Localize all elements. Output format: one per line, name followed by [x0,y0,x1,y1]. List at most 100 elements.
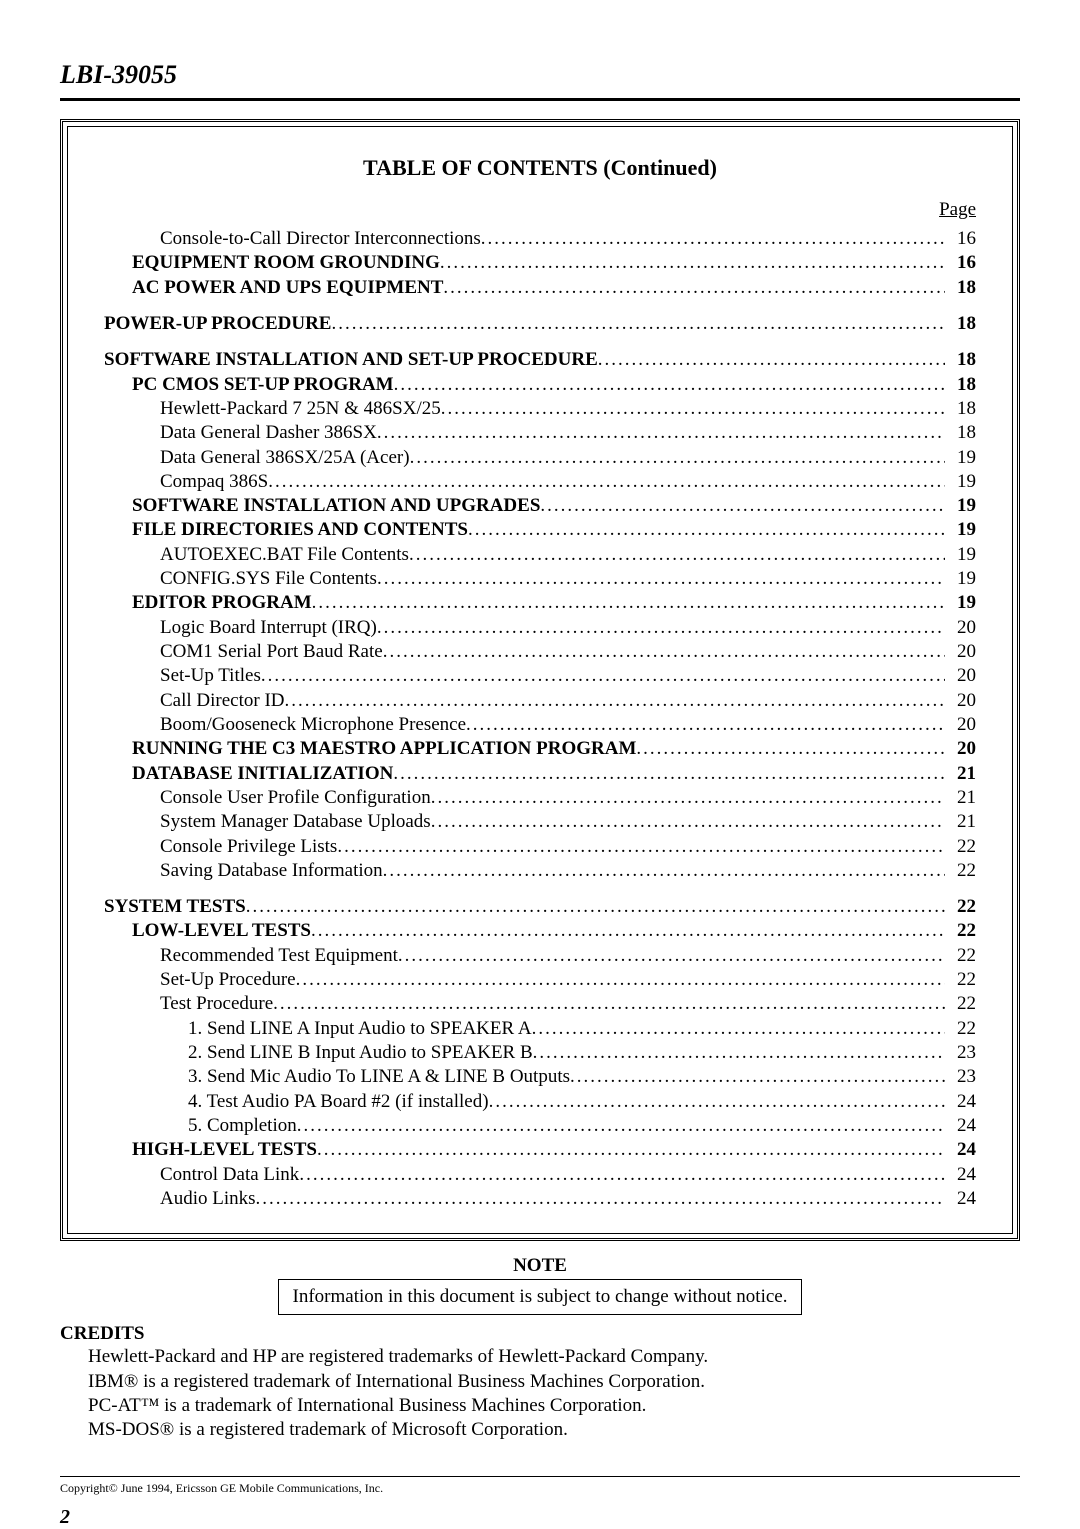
toc-entry: 4. Test Audio PA Board #2 (if installed)… [104,1090,976,1114]
toc-entry-page: 22 [945,835,976,859]
toc-entry: Set-Up Procedure22 [104,968,976,992]
toc-entry: SOFTWARE INSTALLATION AND UPGRADES19 [104,494,976,518]
toc-entry-label: FILE DIRECTORIES AND CONTENTS [132,518,468,542]
toc-entry-page: 20 [945,737,976,761]
toc-entry-label: Recommended Test Equipment [160,944,398,968]
toc-entry-page: 20 [945,616,976,640]
toc-entry: EDITOR PROGRAM 19 [104,591,976,615]
toc-entry-label: Compaq 386S [160,470,268,494]
toc-entry: CONFIG.SYS File Contents19 [104,567,976,591]
toc-leader-dots [540,494,945,518]
copyright-line: Copyright© June 1994, Ericsson GE Mobile… [60,1476,1020,1496]
toc-entry: Data General 386SX/25A (Acer)19 [104,446,976,470]
toc-entry: Set-Up Titles 20 [104,664,976,688]
toc-entry-page: 19 [945,518,976,542]
toc-entry-page: 22 [945,944,976,968]
toc-entry: Data General Dasher 386SX18 [104,421,976,445]
toc-entry-label: PC CMOS SET-UP PROGRAM [132,373,394,397]
toc-entry: 3. Send Mic Audio To LINE A & LINE B Out… [104,1065,976,1089]
toc-entry-label: HIGH-LEVEL TESTS [132,1138,317,1162]
toc-entry-label: System Manager Database Uploads [160,810,431,834]
toc-entry-page: 24 [945,1114,976,1138]
toc-entry-label: EQUIPMENT ROOM GROUNDING [132,251,440,275]
toc-entry: Compaq 386S 19 [104,470,976,494]
toc-entry-label: Set-Up Titles [160,664,261,688]
toc-entry: Hewlett-Packard 7 25N & 486SX/2518 [104,397,976,421]
toc-entry-page: 18 [945,276,976,300]
toc-entry-page: 22 [945,859,976,883]
toc-entry-page: 20 [945,713,976,737]
toc-entry: Console Privilege Lists 22 [104,835,976,859]
toc-entry-page: 19 [945,470,976,494]
toc-entry: COM1 Serial Port Baud Rate20 [104,640,976,664]
toc-entry-page: 18 [945,348,976,372]
toc-entry-page: 23 [945,1065,976,1089]
toc-leader-dots [570,1065,945,1089]
toc-entry-page: 24 [945,1163,976,1187]
toc-entry: EQUIPMENT ROOM GROUNDING16 [104,251,976,275]
toc-entry-page: 24 [945,1138,976,1162]
credits-body: Hewlett-Packard and HP are registered tr… [60,1345,1020,1442]
toc-entry: AC POWER AND UPS EQUIPMENT 18 [104,276,976,300]
toc-leader-dots [431,810,945,834]
toc-entry-label: RUNNING THE C3 MAESTRO APPLICATION PROGR… [132,737,636,761]
toc-entry: DATABASE INITIALIZATION21 [104,762,976,786]
toc-leader-dots [394,373,945,397]
toc-entry-page: 18 [945,421,976,445]
toc-leader-dots [268,470,945,494]
toc-leader-dots [261,664,945,688]
toc-leader-dots [317,1138,945,1162]
toc-entry-page: 16 [945,227,976,251]
toc-entry-page: 19 [945,567,976,591]
toc-entry-label: AC POWER AND UPS EQUIPMENT [132,276,443,300]
toc-entry: SOFTWARE INSTALLATION AND SET-UP PROCEDU… [104,348,976,372]
toc-leader-dots [409,543,945,567]
toc-entry-label: Console Privilege Lists [160,835,337,859]
toc-container-outer: TABLE OF CONTENTS (Continued) Page Conso… [60,119,1020,1241]
toc-entry: Test Procedure 22 [104,992,976,1016]
toc-entry-page: 20 [945,664,976,688]
toc-leader-dots [532,1017,945,1041]
toc-entry: Console-to-Call Director Interconnection… [104,227,976,251]
toc-entry-label: 4. Test Audio PA Board #2 (if installed) [188,1090,489,1114]
toc-entry-label: DATABASE INITIALIZATION [132,762,393,786]
toc-entry: Console User Profile Configuration21 [104,786,976,810]
toc-leader-dots [377,567,945,591]
toc-leader-dots [466,713,945,737]
toc-entry-page: 20 [945,640,976,664]
toc-entry-page: 19 [945,543,976,567]
toc-leader-dots [441,397,945,421]
toc-entry: 1. Send LINE A Input Audio to SPEAKER A2… [104,1017,976,1041]
toc-entry: HIGH-LEVEL TESTS 24 [104,1138,976,1162]
toc-entries-list: Console-to-Call Director Interconnection… [104,227,976,1211]
toc-entry-label: Console-to-Call Director Interconnection… [160,227,481,251]
toc-entry-label: SYSTEM TESTS [104,895,246,919]
toc-entry: Audio Links24 [104,1187,976,1211]
toc-leader-dots [443,276,945,300]
toc-entry: FILE DIRECTORIES AND CONTENTS 19 [104,518,976,542]
credits-line: MS-DOS® is a registered trademark of Mic… [88,1418,1020,1442]
toc-entry-label: AUTOEXEC.BAT File Contents [160,543,409,567]
toc-entry: LOW-LEVEL TESTS22 [104,919,976,943]
toc-entry-label: Test Procedure [160,992,273,1016]
toc-entry-page: 22 [945,895,976,919]
toc-entry-label: Data General 386SX/25A (Acer) [160,446,410,470]
toc-leader-dots [431,786,945,810]
toc-leader-dots [440,251,945,275]
toc-entry-label: SOFTWARE INSTALLATION AND SET-UP PROCEDU… [104,348,598,372]
doc-id-header: LBI-39055 [60,60,1020,101]
toc-entry-label: 5. Completion [188,1114,297,1138]
toc-leader-dots [533,1041,945,1065]
toc-entry-page: 19 [945,591,976,615]
toc-leader-dots [398,944,945,968]
credits-heading: CREDITS [60,1323,1020,1345]
toc-entry-label: EDITOR PROGRAM [132,591,312,615]
toc-entry-page: 22 [945,968,976,992]
toc-entry-label: Call Director ID [160,689,285,713]
toc-leader-dots [331,312,945,336]
toc-entry: AUTOEXEC.BAT File Contents 19 [104,543,976,567]
toc-leader-dots [489,1090,945,1114]
toc-leader-dots [311,919,945,943]
note-box: Information in this document is subject … [278,1279,803,1315]
toc-entry-page: 22 [945,992,976,1016]
